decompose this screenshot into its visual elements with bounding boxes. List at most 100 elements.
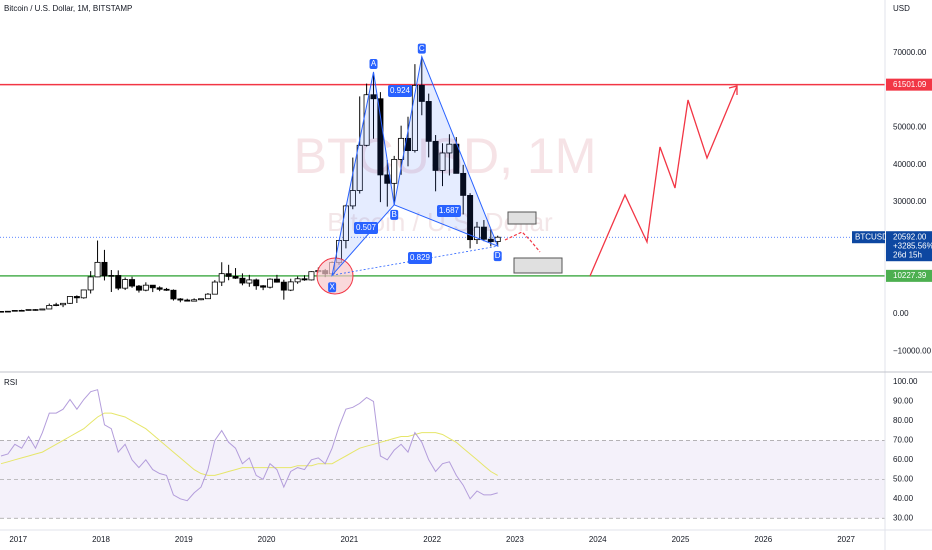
candle-body [253, 279, 260, 287]
candle-body [287, 281, 294, 291]
candle-body [149, 284, 156, 289]
candle-body [246, 279, 253, 284]
pattern-bcd [393, 54, 499, 247]
rsi-tick-label: 100.00 [893, 377, 918, 386]
current-tag [886, 231, 932, 262]
ratio-badge [354, 222, 378, 234]
candle-body [80, 289, 87, 299]
candle-body [446, 143, 453, 154]
candle-body [232, 276, 239, 279]
candle-body [46, 305, 53, 310]
candle-body [377, 98, 384, 176]
projection-path [589, 85, 738, 277]
ratio-badge [408, 252, 432, 264]
candle-body [39, 308, 46, 311]
candle-body [87, 276, 94, 291]
candle-body [122, 279, 129, 289]
candle-body [218, 273, 225, 283]
currency: USD [893, 4, 910, 13]
candle-body [308, 271, 315, 281]
pattern-xab [331, 71, 395, 277]
y-tick-label: 70000.00 [893, 48, 927, 57]
candle-body [32, 309, 39, 311]
candle-body [391, 158, 398, 184]
rsi-tick-label: 40.00 [893, 494, 914, 503]
x-tick-label: 2023 [506, 535, 524, 544]
rsi-tick-label: 80.00 [893, 416, 914, 425]
x-tick-label: 2017 [9, 535, 27, 544]
y-tick-label: 30000.00 [893, 197, 927, 206]
y-tick-label: 40000.00 [893, 160, 927, 169]
rsi-label: RSI [4, 378, 17, 387]
x-tick-label: 2024 [589, 535, 607, 544]
rsi-tick-label: 50.00 [893, 474, 914, 483]
rsi-tick-label: 70.00 [893, 435, 914, 444]
rsi-line [0, 389, 498, 502]
current-value: 20592.00 [893, 232, 927, 241]
candle-body [273, 278, 280, 283]
ratio-badge [437, 205, 461, 217]
x-tick-label: 2022 [423, 535, 441, 544]
symbol-tag [852, 231, 885, 244]
candle-body [101, 261, 108, 277]
candle-body [53, 304, 60, 306]
candle-body [191, 299, 198, 302]
candle-body [294, 278, 301, 283]
y-tick-label: 50000.00 [893, 123, 927, 132]
candle-body [453, 143, 460, 174]
candle-body [356, 144, 363, 191]
candle-body [439, 152, 446, 171]
rsi-tick-label: 90.00 [893, 397, 914, 406]
rsi-ma [0, 412, 498, 476]
candle-body [142, 284, 149, 291]
highlight-circle [316, 257, 354, 295]
ratio-label: 0.829 [410, 253, 431, 262]
candle-body [301, 278, 308, 281]
ratio-label: 0.507 [356, 223, 377, 232]
x-tick-label: 2018 [92, 535, 110, 544]
point-label: X [329, 282, 335, 291]
candle-body [4, 310, 11, 313]
candle-body [204, 293, 211, 300]
candle-body [170, 289, 177, 300]
candle-body [480, 226, 487, 240]
candle-body [94, 261, 101, 278]
point-badge [417, 43, 426, 54]
candle-body [487, 238, 494, 242]
candle-body [115, 275, 122, 289]
candle-body [460, 172, 467, 196]
x-tick-label: 2026 [754, 535, 772, 544]
candle-body [467, 195, 474, 241]
candle-body [73, 296, 80, 299]
candle-body [425, 101, 432, 142]
price-tag-label: 10227.39 [893, 271, 927, 280]
candle-body [18, 309, 25, 312]
price-tag [886, 269, 932, 282]
rsi-tick-label: 30.00 [893, 513, 914, 522]
candle-body [432, 140, 439, 171]
candle-body [66, 296, 73, 304]
candle-body [349, 190, 356, 207]
point-badge [493, 251, 502, 262]
projection-head [728, 85, 738, 95]
candle-body [129, 279, 136, 287]
y-tick-label: −10000.00 [893, 346, 932, 355]
point-badge [390, 209, 399, 220]
price-tag [886, 78, 932, 91]
candle-body [0, 310, 4, 313]
candle-body [398, 137, 405, 160]
chart-title: Bitcoin / U.S. Dollar, 1M, BITSTAMP [4, 4, 132, 13]
projection-arrow [504, 231, 541, 253]
candle-body [411, 85, 418, 151]
candle-body [239, 277, 246, 284]
target-box [513, 257, 563, 274]
candle-body [60, 302, 67, 306]
candle-body [156, 287, 163, 290]
candle-body [267, 278, 274, 288]
ratio-label: 1.687 [439, 206, 460, 215]
candle-body [11, 310, 18, 312]
price-tag-label: 61501.09 [893, 80, 927, 89]
x-tick-label: 2020 [258, 535, 276, 544]
candle-body [370, 94, 377, 100]
